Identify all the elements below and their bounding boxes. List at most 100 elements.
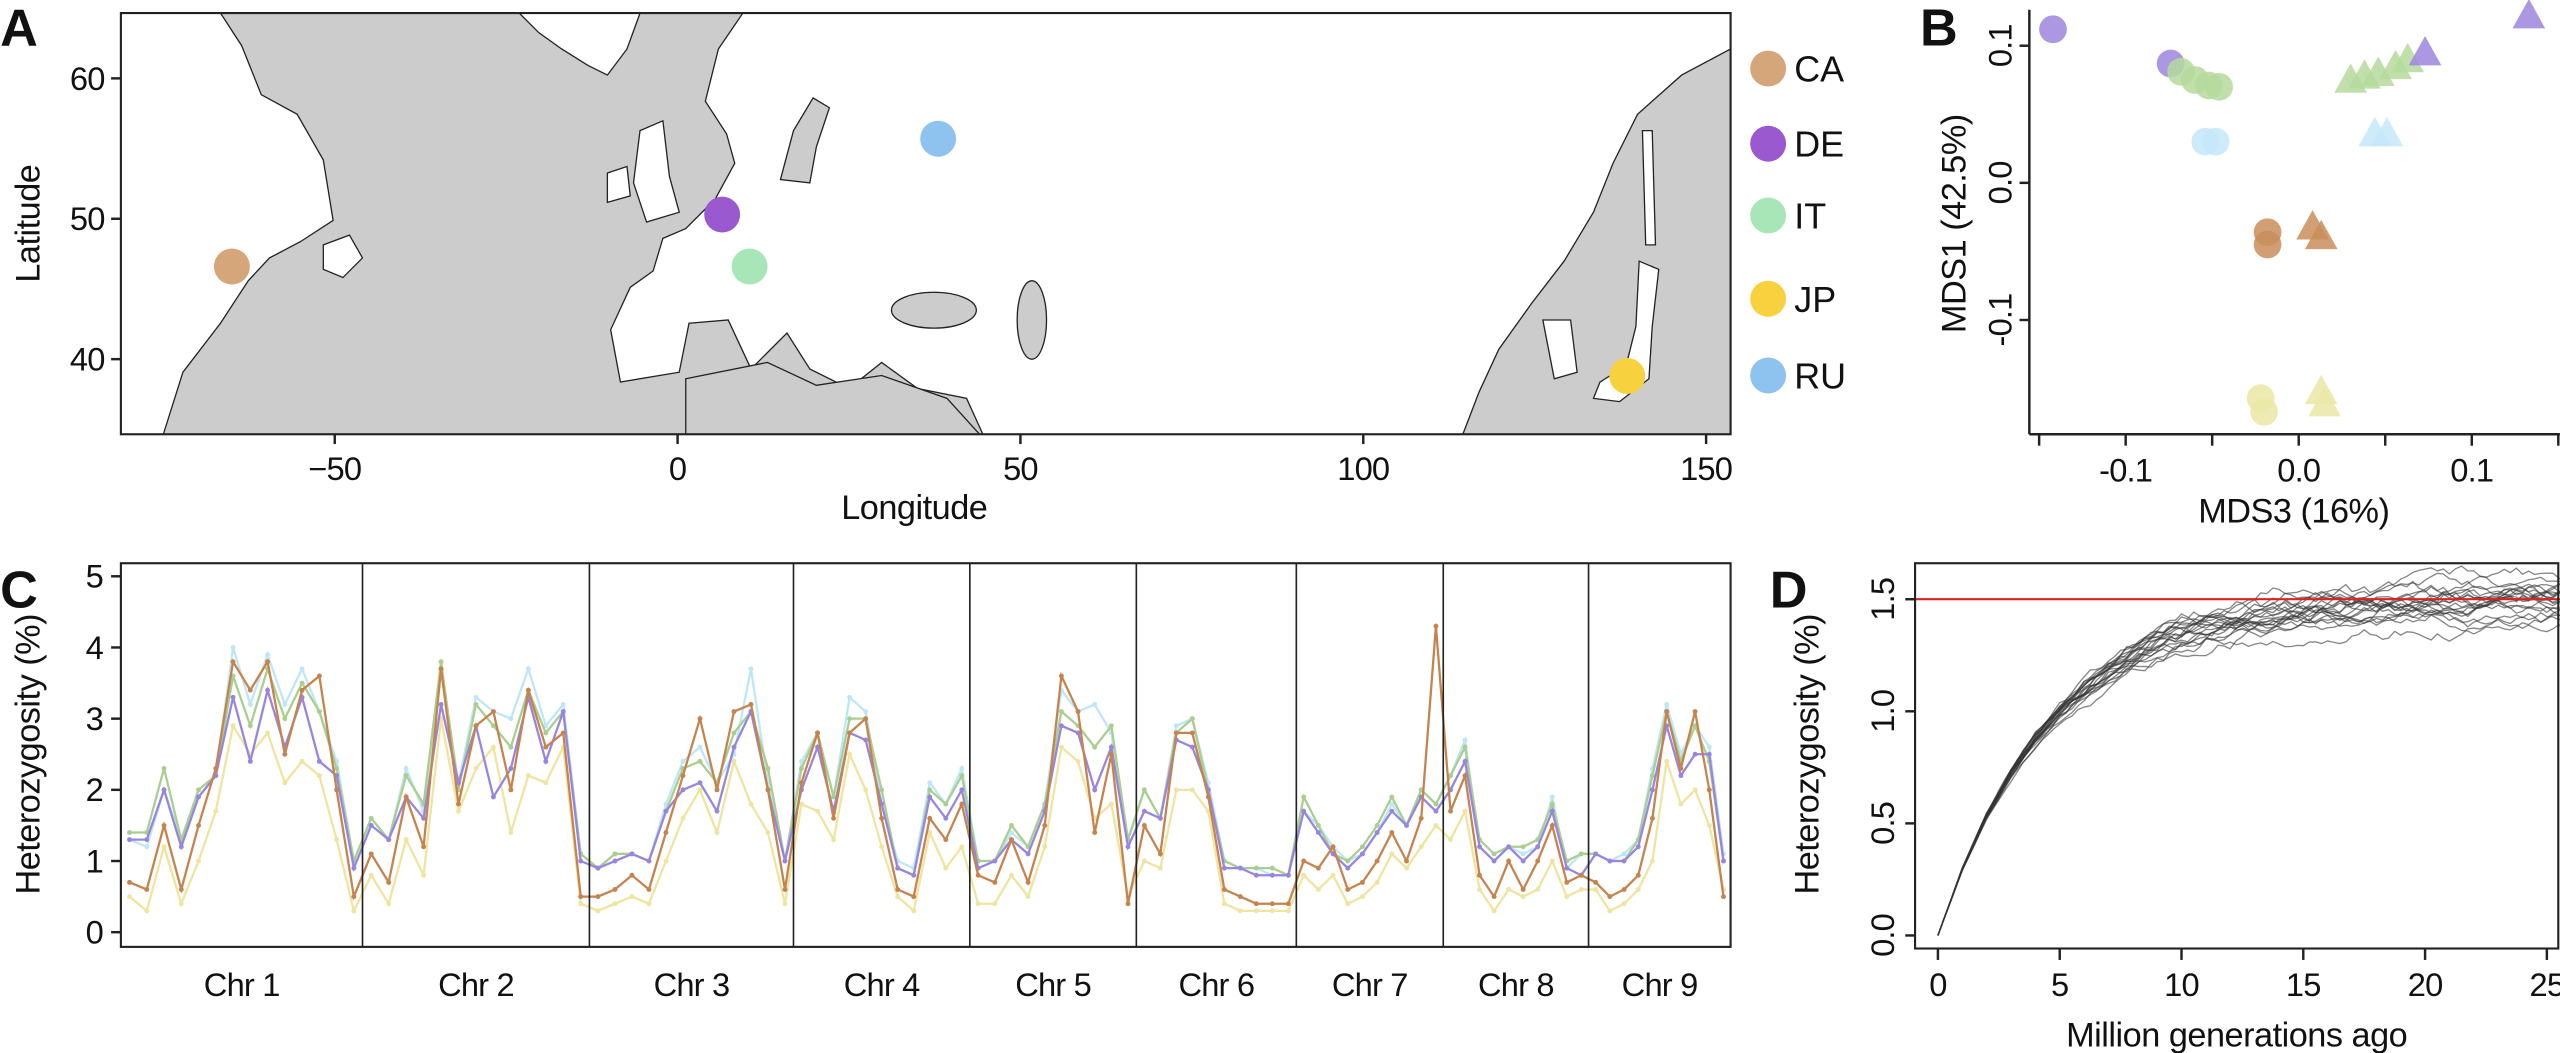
series-point-jp — [663, 858, 669, 864]
series-point-jp — [213, 808, 219, 814]
black-sea — [890, 291, 977, 329]
legend-item-jp: JP — [1750, 279, 1836, 320]
series-point-ru — [1706, 744, 1712, 750]
series-point-ca — [144, 887, 150, 892]
legend-swatch-de — [1750, 125, 1787, 162]
simulation-replicate-curve — [1937, 609, 2560, 936]
series-point-jp — [863, 787, 869, 793]
series-point-de — [490, 794, 496, 800]
series-point-ca — [1564, 879, 1570, 885]
series-point-de — [265, 687, 271, 693]
mds-y-axis-title: MDS1 (42.5%) — [1936, 114, 1974, 333]
series-point-ca — [765, 787, 771, 793]
series-point-de — [1025, 851, 1031, 857]
series-point-jp — [1359, 894, 1365, 900]
series-point-ca — [351, 894, 357, 900]
series-point-it — [697, 758, 703, 764]
series-point-ru — [680, 758, 686, 764]
series-point-ca — [1330, 844, 1336, 850]
series-point-de — [629, 851, 635, 857]
series-point-ca — [1189, 730, 1195, 736]
series-point-ca — [560, 730, 566, 736]
mds-point-jp-triangle — [2308, 387, 2341, 417]
series-point-ca — [1285, 901, 1291, 907]
series-point-ca — [1678, 766, 1684, 771]
korea-peninsula — [1542, 319, 1578, 380]
series-point-it — [612, 851, 618, 857]
series-point-ca — [1359, 879, 1365, 885]
greenland-landmass — [518, 13, 641, 76]
map-x-tick-label: 150 — [1680, 450, 1732, 487]
series-point-de — [1389, 808, 1395, 814]
series-point-it — [1253, 865, 1259, 871]
series-point-de — [1491, 858, 1497, 864]
series-point-it — [1058, 709, 1064, 714]
series-point-ca — [368, 851, 374, 857]
series-point-ru — [1389, 801, 1395, 807]
series-point-jp — [1535, 887, 1541, 892]
series-point-it — [1650, 773, 1655, 779]
chromosome-label: Chr 4 — [844, 966, 920, 1003]
series-point-jp — [1477, 887, 1483, 892]
series-point-ca — [525, 687, 531, 693]
series-point-jp — [1593, 887, 1599, 892]
map-y-tick-label: 50 — [70, 200, 105, 237]
series-point-it — [959, 773, 965, 779]
series-point-de — [714, 808, 720, 814]
series-point-ca — [578, 894, 584, 900]
series-point-jp — [992, 901, 998, 907]
series-point-de — [1125, 844, 1131, 850]
panel-label-b: B — [1920, 0, 1958, 58]
series-point-ca — [697, 716, 703, 722]
series-point-ca — [911, 894, 917, 900]
simulation-x-tick-label: 20 — [2408, 966, 2443, 1003]
series-point-ru — [1520, 851, 1526, 857]
series-point-de — [612, 858, 618, 864]
series-point-ca — [178, 887, 184, 892]
series-point-jp — [490, 744, 496, 750]
series-point-jp — [612, 901, 618, 907]
simulation-y-tick-label: 1.5 — [1864, 578, 1901, 621]
series-point-it — [1315, 822, 1321, 828]
series-point-ca — [1593, 879, 1599, 885]
simulation-replicate-curve — [1937, 584, 2560, 936]
mds-point-de-triangle — [2512, 0, 2546, 29]
series-point-jp — [629, 894, 635, 900]
chromosome-y-tick-label: 3 — [86, 700, 103, 737]
series-point-jp — [1301, 872, 1307, 878]
simulation-replicate-curve — [1937, 567, 2560, 936]
series-point-it — [765, 766, 771, 771]
series-point-ca — [1237, 894, 1243, 900]
series-point-ca — [508, 787, 514, 793]
panel-label-a: A — [0, 0, 38, 58]
series-point-de — [1535, 844, 1541, 850]
legend-item-ca: CA — [1750, 49, 1844, 90]
series-point-ca — [282, 751, 288, 757]
mds-point-ca-triangle — [2304, 219, 2338, 250]
mediterranean-sea — [685, 361, 981, 435]
series-point-de — [316, 758, 322, 764]
simulation-replicate-curve — [1937, 583, 2560, 936]
series-point-jp — [196, 858, 201, 864]
series-point-de — [508, 766, 514, 771]
legend-swatch-jp — [1750, 280, 1787, 317]
series-point-it — [879, 787, 885, 793]
series-point-ca — [1205, 794, 1211, 800]
series-point-jp — [1491, 908, 1497, 914]
mds-x-tick-label: -0.1 — [2099, 452, 2152, 489]
series-point-jp — [1418, 844, 1424, 850]
series-point-jp — [1025, 894, 1031, 900]
series-point-de — [351, 865, 357, 871]
series-point-jp — [1678, 801, 1684, 807]
series-point-ca — [927, 815, 933, 821]
sakhalin-landmass — [1641, 129, 1657, 246]
chromosome-y-tick-label: 0 — [86, 914, 103, 951]
mds-point-de-triangle — [2408, 35, 2442, 66]
series-point-de — [943, 815, 949, 821]
series-point-it — [368, 815, 374, 821]
simulation-replicate-curve — [1937, 597, 2560, 936]
legend-item-de: DE — [1750, 124, 1844, 165]
series-point-de — [456, 780, 461, 786]
series-point-ru — [748, 666, 754, 672]
map-y-tick-label: 60 — [70, 60, 105, 97]
